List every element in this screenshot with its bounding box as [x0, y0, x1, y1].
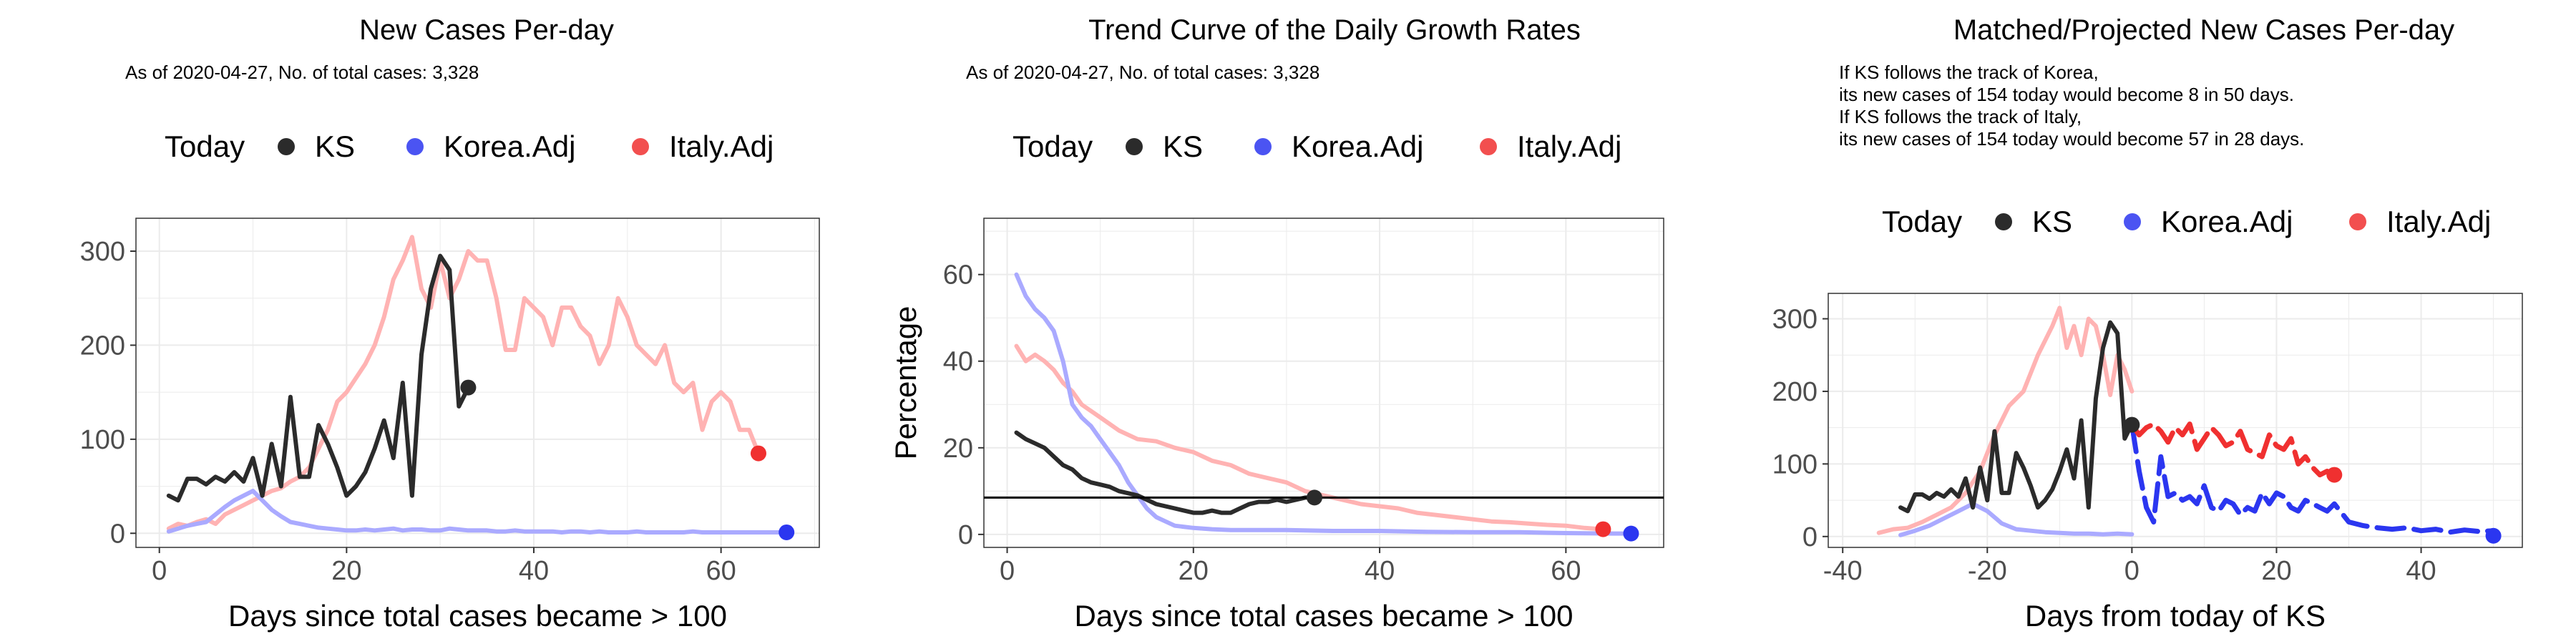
- series-line-korea_proj: [2129, 422, 2497, 535]
- x-tick-label: 20: [1179, 556, 1209, 586]
- legend-marker-italy: [632, 138, 649, 155]
- x-tick-label: -20: [1968, 556, 2007, 586]
- y-tick-label: 200: [1772, 377, 1818, 407]
- legend-label-korea: Korea.Adj: [2161, 205, 2293, 238]
- chart-subtitle: As of 2020-04-27, No. of total cases: 3,…: [125, 62, 479, 83]
- x-tick-label: 0: [2124, 556, 2140, 586]
- legend: Today KS Korea.Adj Italy.Adj: [1882, 205, 2491, 238]
- y-tick-label: 60: [943, 260, 973, 291]
- plot-border: [983, 218, 1664, 548]
- today-point-ks: [460, 379, 477, 396]
- today-point-italy: [750, 445, 766, 462]
- legend-marker-italy: [1480, 138, 1497, 155]
- x-tick-label: 60: [706, 556, 736, 586]
- y-tick-label: 300: [80, 237, 125, 267]
- y-tick-label: 0: [110, 519, 125, 549]
- grid: [136, 218, 819, 547]
- series-line-ks: [166, 253, 471, 503]
- x-tick-label: 20: [331, 556, 361, 586]
- y-tick-label: 200: [80, 331, 125, 361]
- today-point-italy: [2326, 467, 2343, 483]
- x-tick-label: 0: [1000, 556, 1015, 586]
- chart-title: New Cases Per-day: [359, 14, 614, 46]
- legend-label-italy: Italy.Adj: [2386, 205, 2491, 238]
- series-line-italy: [166, 235, 761, 531]
- y-tick-label: 300: [1772, 305, 1818, 335]
- legend-label-ks: KS: [2032, 205, 2072, 238]
- today-point-ks: [1306, 489, 1322, 506]
- plot-border: [1828, 293, 2523, 548]
- series-line-korea: [1898, 502, 2135, 537]
- series-line-italy_proj: [2129, 421, 2337, 478]
- grid: [984, 218, 1664, 547]
- legend-label-korea: Korea.Adj: [444, 130, 575, 163]
- x-tick-label: 40: [519, 556, 549, 586]
- chart-title: Matched/Projected New Cases Per-day: [1953, 14, 2454, 46]
- today-point-italy: [1595, 521, 1611, 537]
- x-tick-label: 40: [2406, 556, 2436, 586]
- today-point-ks: [2124, 416, 2140, 433]
- today-point-korea: [1623, 525, 1639, 542]
- today-point-korea: [779, 524, 795, 540]
- y-tick-label: 40: [943, 347, 973, 377]
- x-axis-label: Days since total cases became > 100: [228, 599, 727, 633]
- chart-panel-1: New Cases Per-day As of 2020-04-27, No. o…: [80, 14, 820, 633]
- y-tick-label: 0: [1802, 522, 1818, 552]
- legend-marker-korea: [2124, 213, 2141, 230]
- chart-panel-3: Matched/Projected New Cases Per-day If KS…: [1772, 14, 2523, 633]
- y-tick-label: 0: [958, 520, 973, 550]
- x-axis-label: Days from today of KS: [2025, 599, 2326, 633]
- x-tick-label: 20: [2261, 556, 2291, 586]
- chart-subtitle: As of 2020-04-27, No. of total cases: 3,…: [966, 62, 1319, 83]
- legend-label-italy: Italy.Adj: [669, 130, 774, 163]
- series-group: [1014, 272, 1634, 536]
- legend-marker-korea: [406, 138, 424, 155]
- legend-marker-ks: [1126, 138, 1143, 155]
- legend: Today KS Korea.Adj Italy.Adj: [1013, 130, 1621, 163]
- legend-label-korea: Korea.Adj: [1292, 130, 1423, 163]
- today-point-korea: [2485, 527, 2502, 544]
- x-tick-label: 0: [152, 556, 167, 586]
- chart-panel-2: Trend Curve of the Daily Growth Rates As …: [889, 14, 1664, 633]
- plot-border: [135, 218, 820, 548]
- series-line-ks: [1898, 320, 2135, 514]
- legend-label-ks: KS: [315, 130, 355, 163]
- chart-subtitle: If KS follows the track of Korea, its new…: [1839, 62, 2304, 150]
- series-line-italy: [1876, 306, 2135, 535]
- x-tick-label: -40: [1823, 556, 1863, 586]
- y-tick-label: 100: [1772, 449, 1818, 479]
- x-tick-label: 60: [1551, 556, 1581, 586]
- series-group: [1876, 306, 2497, 537]
- legend-marker-ks: [278, 138, 295, 155]
- legend-label-ks: KS: [1163, 130, 1203, 163]
- series-group: [166, 235, 789, 535]
- x-axis-label: Days since total cases became > 100: [1075, 599, 1574, 633]
- chart-title: Trend Curve of the Daily Growth Rates: [1088, 14, 1581, 46]
- legend-title: Today: [1882, 205, 1962, 238]
- series-line-ks: [1014, 430, 1317, 515]
- legend-marker-korea: [1254, 138, 1272, 155]
- legend-marker-italy: [2349, 213, 2366, 230]
- legend-label-italy: Italy.Adj: [1517, 130, 1621, 163]
- grid: [1828, 293, 2522, 547]
- y-axis-label: Percentage: [889, 306, 922, 460]
- x-tick-label: 40: [1365, 556, 1395, 586]
- y-tick-label: 100: [80, 425, 125, 455]
- y-tick-label: 20: [943, 434, 973, 464]
- legend-marker-ks: [1995, 213, 2012, 230]
- legend-title: Today: [165, 130, 245, 163]
- series-line-korea: [166, 489, 789, 535]
- legend-title: Today: [1013, 130, 1093, 163]
- series-line-korea: [1014, 272, 1634, 536]
- legend: Today KS Korea.Adj Italy.Adj: [165, 130, 774, 163]
